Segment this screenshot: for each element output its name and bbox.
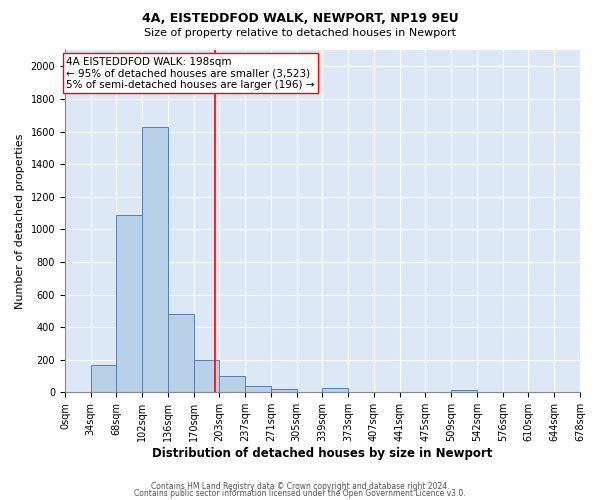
Bar (194, 360, 220, 392)
Bar (142, 128, 168, 392)
Text: Contains HM Land Registry data © Crown copyright and database right 2024.: Contains HM Land Registry data © Crown c… (151, 482, 449, 491)
Y-axis label: Number of detached properties: Number of detached properties (15, 134, 25, 309)
Bar (322, 388, 348, 392)
Bar (116, 214, 142, 392)
Bar (245, 386, 271, 392)
Text: Contains public sector information licensed under the Open Government Licence v3: Contains public sector information licen… (134, 488, 466, 498)
Text: 4A, EISTEDDFOD WALK, NEWPORT, NP19 9EU: 4A, EISTEDDFOD WALK, NEWPORT, NP19 9EU (142, 12, 458, 26)
Text: Size of property relative to detached houses in Newport: Size of property relative to detached ho… (144, 28, 456, 38)
Bar (91, 364, 116, 392)
X-axis label: Distribution of detached houses by size in Newport: Distribution of detached houses by size … (152, 447, 493, 460)
Bar (220, 376, 245, 392)
Bar (271, 390, 296, 392)
Bar (168, 314, 194, 392)
Bar (451, 390, 477, 392)
Text: 4A EISTEDDFOD WALK: 198sqm
← 95% of detached houses are smaller (3,523)
5% of se: 4A EISTEDDFOD WALK: 198sqm ← 95% of deta… (67, 56, 315, 90)
